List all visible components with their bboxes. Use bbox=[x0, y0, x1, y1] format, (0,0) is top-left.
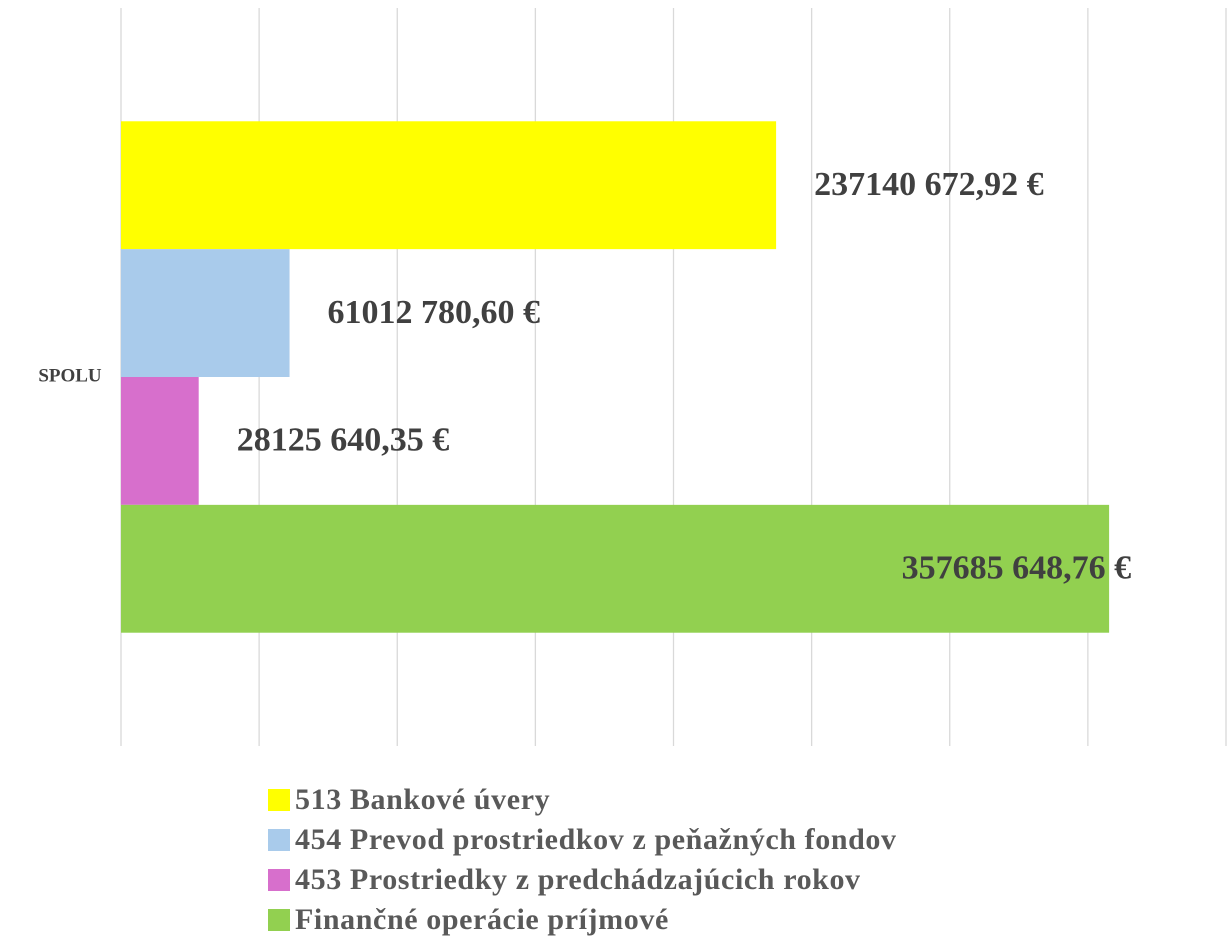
legend-swatch bbox=[268, 909, 290, 931]
bar bbox=[121, 377, 199, 505]
data-label: 357685 648,76 € bbox=[902, 550, 1132, 587]
bar bbox=[121, 249, 290, 377]
data-label: 28125 640,35 € bbox=[237, 422, 450, 459]
legend-label: 454 Prevod prostriedkov z peňažných fond… bbox=[295, 823, 897, 856]
legend-swatch bbox=[268, 869, 290, 891]
data-label: 61012 780,60 € bbox=[328, 294, 541, 331]
legend-swatch bbox=[268, 829, 290, 851]
y-tick-label: SPOLU bbox=[38, 365, 102, 386]
legend-label: 453 Prostriedky z predchádzajúcich rokov bbox=[295, 863, 861, 896]
bar bbox=[121, 504, 1110, 633]
bar bbox=[121, 121, 777, 250]
legend-swatch bbox=[268, 789, 290, 811]
legend-label: Finančné operácie príjmové bbox=[295, 903, 669, 936]
data-label: 237140 672,92 € bbox=[814, 166, 1043, 203]
legend-label: 513 Bankové úvery bbox=[295, 783, 550, 816]
